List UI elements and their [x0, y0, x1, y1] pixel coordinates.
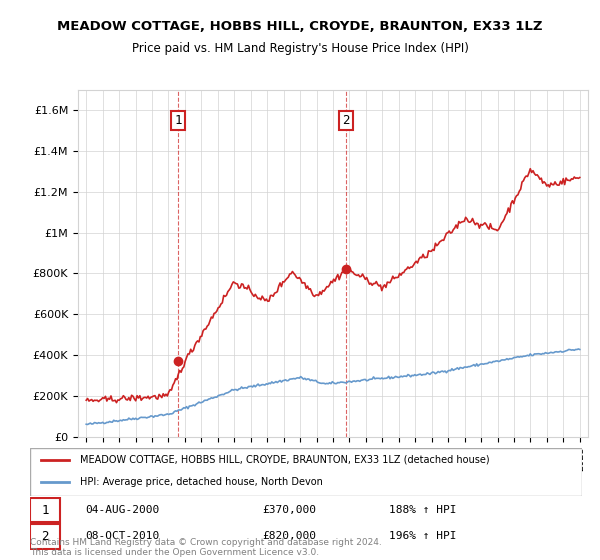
Text: 2: 2: [342, 114, 349, 127]
Text: Contains HM Land Registry data © Crown copyright and database right 2024.
This d: Contains HM Land Registry data © Crown c…: [30, 538, 382, 557]
Text: MEADOW COTTAGE, HOBBS HILL, CROYDE, BRAUNTON, EX33 1LZ: MEADOW COTTAGE, HOBBS HILL, CROYDE, BRAU…: [57, 20, 543, 32]
Text: 2: 2: [41, 530, 49, 543]
Text: MEADOW COTTAGE, HOBBS HILL, CROYDE, BRAUNTON, EX33 1LZ (detached house): MEADOW COTTAGE, HOBBS HILL, CROYDE, BRAU…: [80, 455, 490, 465]
Text: HPI: Average price, detached house, North Devon: HPI: Average price, detached house, Nort…: [80, 477, 323, 487]
Text: 04-AUG-2000: 04-AUG-2000: [85, 505, 160, 515]
Text: £370,000: £370,000: [262, 505, 316, 515]
FancyBboxPatch shape: [30, 498, 61, 522]
FancyBboxPatch shape: [30, 448, 582, 496]
Text: 196% ↑ HPI: 196% ↑ HPI: [389, 531, 457, 542]
Text: 188% ↑ HPI: 188% ↑ HPI: [389, 505, 457, 515]
Text: 08-OCT-2010: 08-OCT-2010: [85, 531, 160, 542]
Text: £820,000: £820,000: [262, 531, 316, 542]
FancyBboxPatch shape: [30, 524, 61, 549]
Text: Price paid vs. HM Land Registry's House Price Index (HPI): Price paid vs. HM Land Registry's House …: [131, 42, 469, 55]
Text: 1: 1: [175, 114, 182, 127]
Text: 1: 1: [41, 503, 49, 517]
